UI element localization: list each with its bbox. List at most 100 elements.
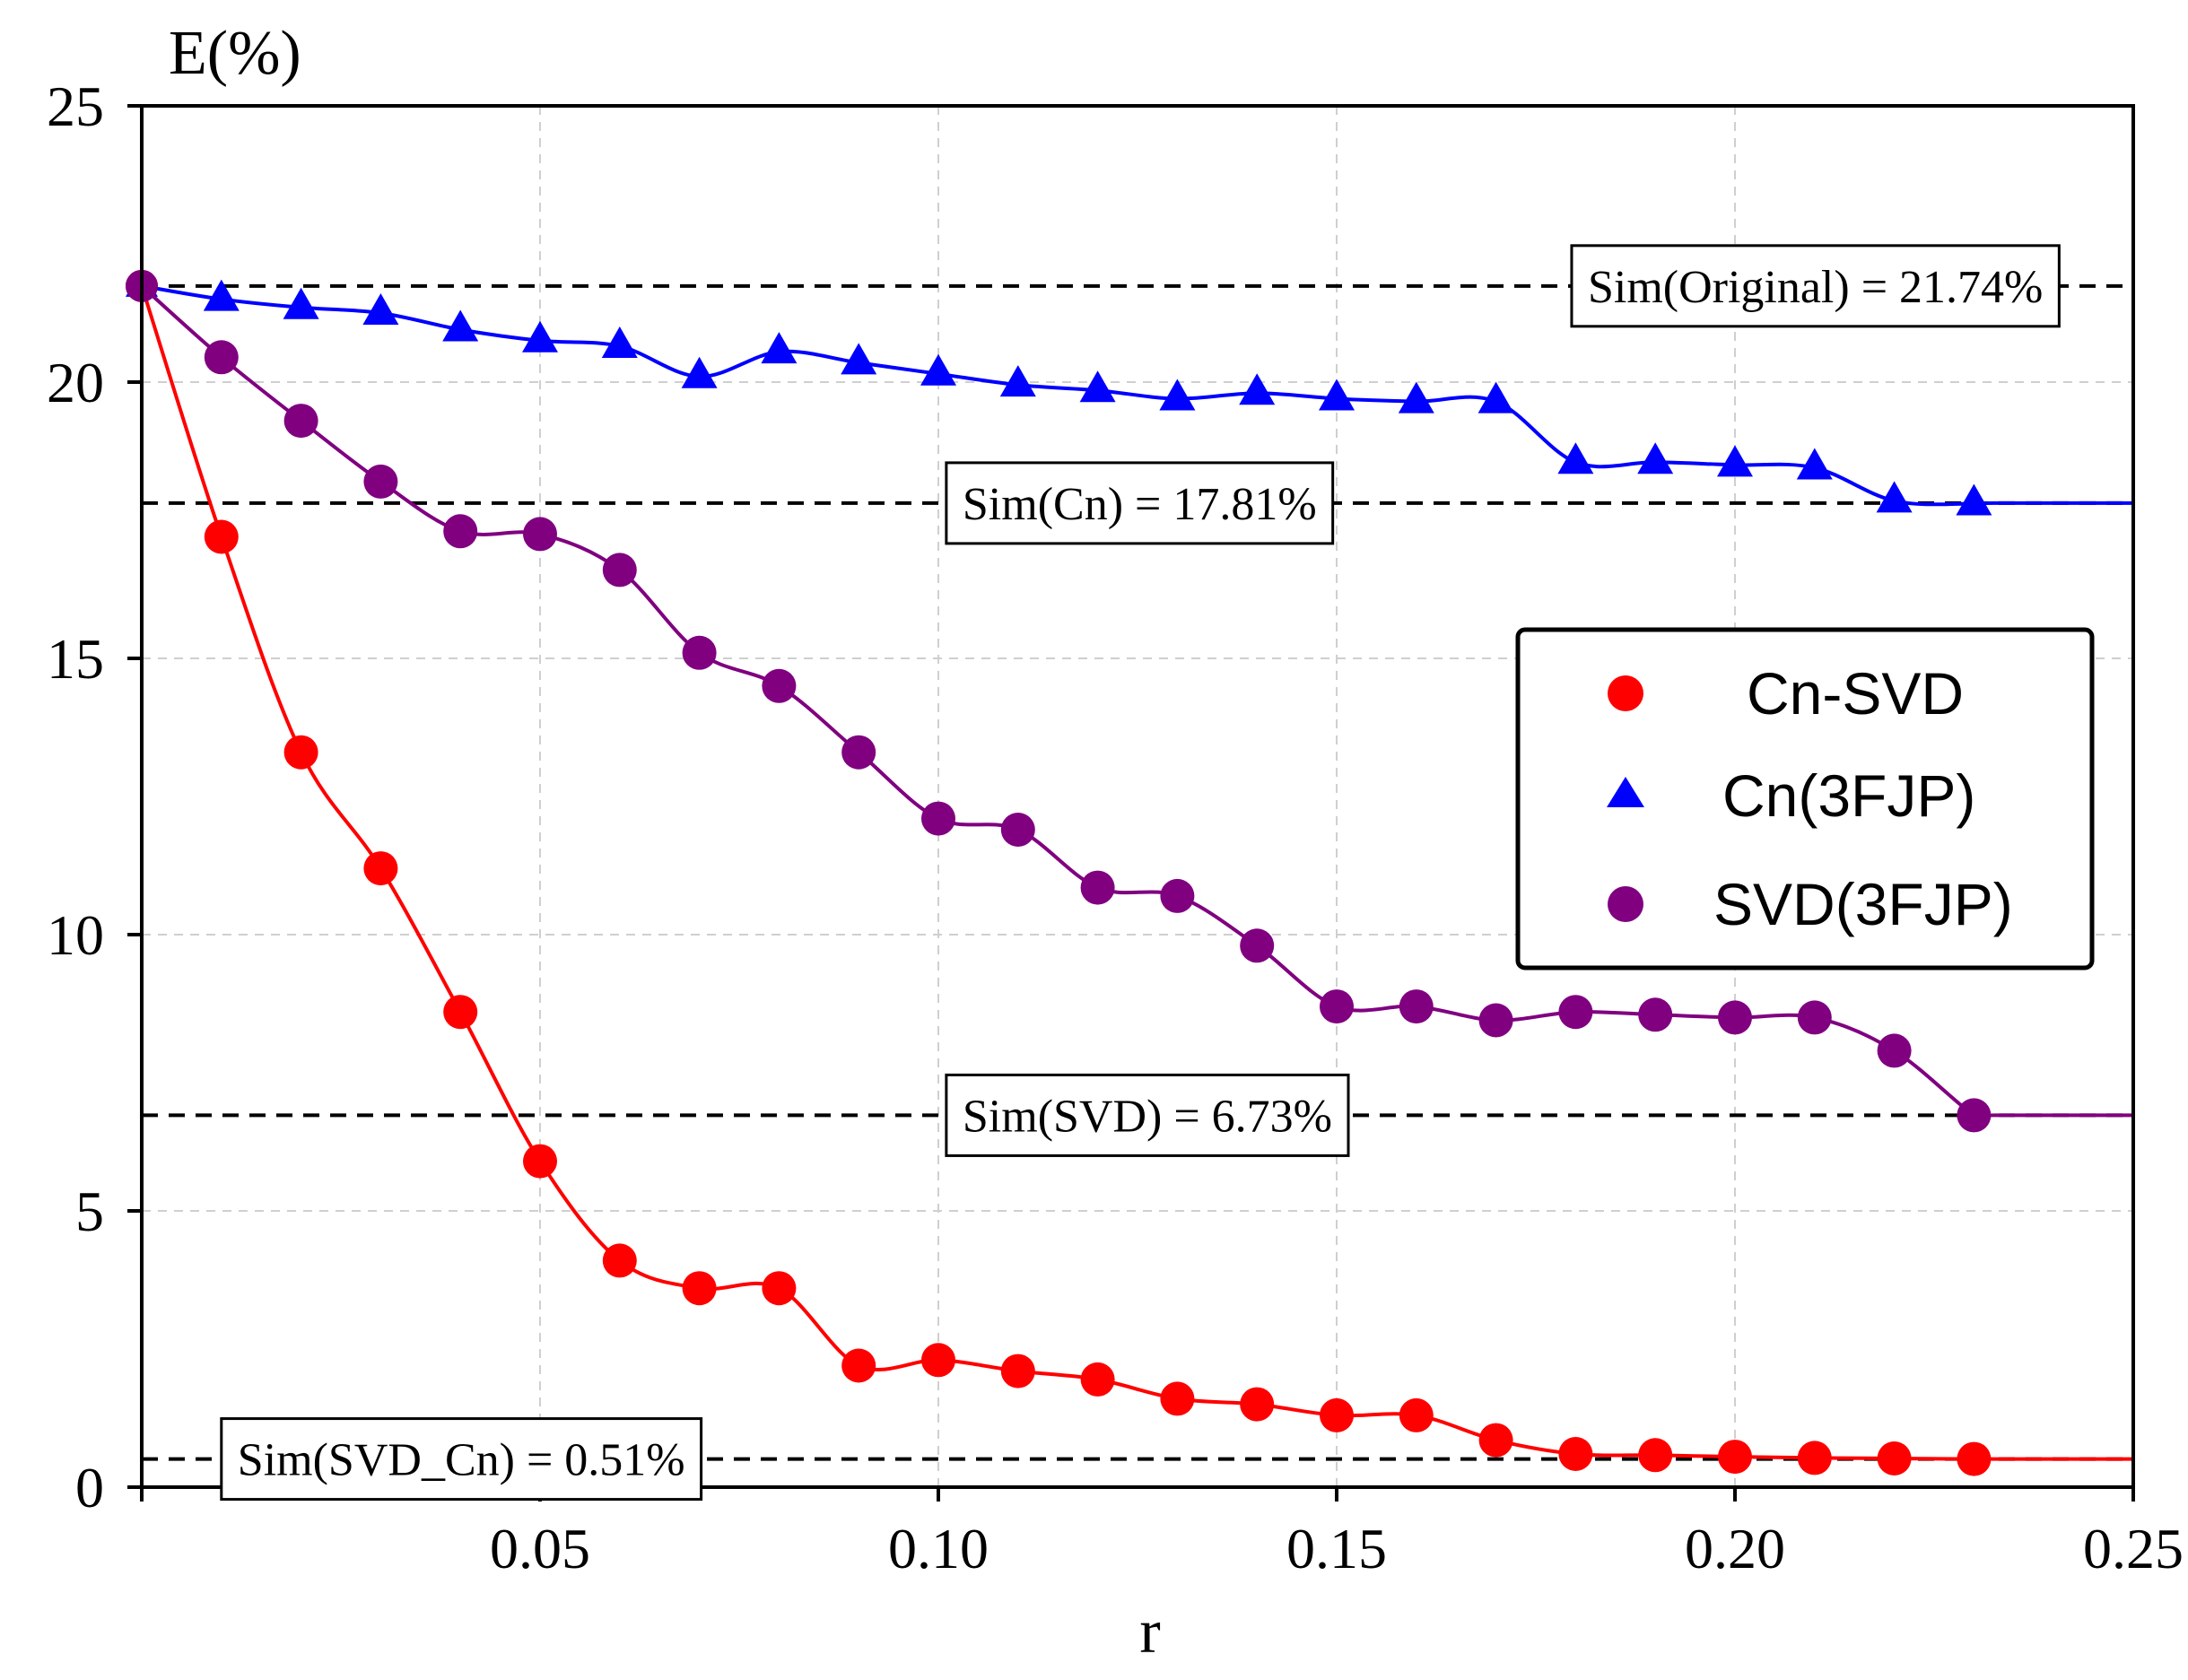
data-point [921,1343,955,1378]
data-point [602,1243,637,1278]
series-cn-svd [126,269,2133,1476]
legend-marker-svd-3fjp [1608,886,1643,922]
data-point [762,668,797,703]
legend-box [1515,627,2095,971]
reference-label-text: Sim(SVD) = 6.73% [963,1091,1332,1142]
data-point [1558,995,1593,1030]
data-point [1957,1441,1992,1476]
data-point [523,1144,557,1179]
data-point [1399,1397,1434,1432]
reference-label-text: Sim(Cn) = 17.81% [963,479,1317,530]
legend-label-cn-3fjp: Cn(3FJP) [1722,762,1975,829]
data-point [1797,1000,1832,1035]
grid-layer [142,106,2133,1487]
data-point [204,340,239,375]
data-point [1478,1003,1513,1038]
reference-label-box [945,461,1335,545]
reference-label: Sim(SVD_Cn) = 0.51% [220,1417,703,1502]
reference-label: Sim(Original) = 21.74% [1570,244,2061,328]
x-tick-label: 0.05 [490,1517,590,1580]
data-point [682,635,717,670]
data-point [283,287,319,319]
data-point [682,1271,717,1306]
data-point [1478,381,1514,413]
reference-labels: Sim(Original) = 21.74% Sim(Cn) = 17.81% Si… [220,244,2061,1502]
x-tick-label: 0.20 [1685,1517,1785,1580]
data-point [1320,1397,1354,1432]
data-point [203,279,240,311]
x-axis-title: r [1139,1597,1160,1667]
y-tick-label: 0 [75,1456,104,1519]
data-point [601,326,638,358]
data-point [363,851,398,886]
y-tick-label: 10 [47,903,104,967]
data-point [1718,1440,1752,1475]
data-point [1876,481,1913,513]
data-point [522,320,558,353]
legend-marker-cn-3fjp [1607,777,1644,807]
data-point [1159,379,1196,411]
data-point [1000,1354,1035,1388]
data-point [1239,373,1276,405]
data-point [1320,989,1354,1024]
reference-label-box [220,1417,703,1502]
legend: Cn-SVD Cn(3FJP) SVD(3FJP) [1515,627,2095,971]
data-point [921,801,955,836]
data-point [1637,442,1674,474]
legend-label-cn-svd: Cn-SVD [1747,660,1964,727]
y-axis-title: E(%) [169,19,301,88]
data-point [1398,381,1434,413]
data-point [1957,1098,1992,1133]
data-point [1240,1387,1275,1422]
data-point [523,517,557,552]
data-point [363,464,398,499]
data-point [1558,1437,1593,1471]
reference-label-box [945,1073,1350,1157]
data-point [1160,1381,1195,1416]
data-point [442,309,479,342]
data-point [999,365,1036,397]
data-point [1638,997,1673,1032]
data-point [283,404,318,439]
data-point [1956,483,1992,516]
series-cn-3fjp [126,267,2134,516]
y-tick-label: 25 [47,74,104,138]
data-point [1160,878,1195,913]
plot-frame [140,104,2135,1489]
data-point [283,735,318,770]
data-point [1478,1423,1513,1458]
x-tick-label: 0.10 [888,1517,989,1580]
data-point [1717,445,1753,477]
data-point [1080,1362,1115,1397]
reference-label: Sim(SVD) = 6.73% [945,1073,1350,1157]
legend-marker-cn-svd [1608,675,1643,711]
reference-label: Sim(Cn) = 17.81% [945,461,1335,545]
data-point [1796,448,1833,480]
data-point [1240,928,1275,963]
reference-label-text: Sim(Original) = 21.74% [1588,262,2043,313]
data-point [1877,1033,1912,1068]
data-point [443,995,478,1030]
data-point [1638,1438,1673,1473]
data-point [841,343,877,375]
data-point [1718,1000,1752,1035]
data-point [841,1348,876,1383]
data-point [681,356,718,388]
data-point [1080,870,1115,905]
data-point [443,514,478,549]
y-tick-label: 5 [75,1179,104,1243]
x-tick-label: 0.25 [2083,1517,2184,1580]
series-svd-3fjp [126,269,2133,1133]
data-point [362,293,399,325]
y-tick-label: 20 [47,351,104,414]
data-point [762,1271,797,1306]
data-point [602,553,637,588]
data-point [920,353,956,386]
reference-label-box [1570,244,2061,328]
data-point [1399,989,1434,1024]
series-layer [126,267,2134,1476]
data-point [1319,379,1355,411]
data-point [1557,442,1594,474]
data-point [1877,1441,1912,1475]
